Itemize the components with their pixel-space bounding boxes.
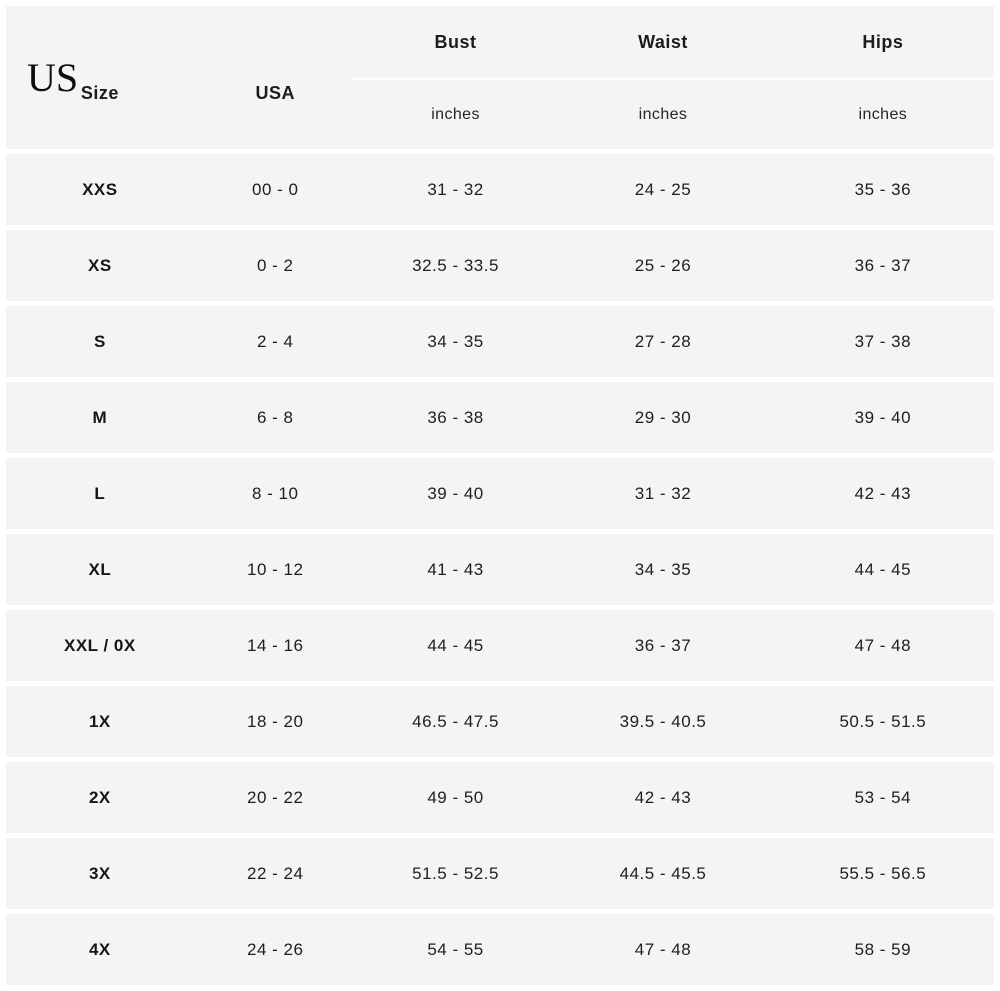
size-label: XXS xyxy=(82,179,118,199)
bust-range: 36 - 38 xyxy=(427,407,484,427)
hips-range: 39 - 40 xyxy=(854,407,912,427)
waist-range: 42 - 43 xyxy=(634,787,692,807)
bust-range: 34 - 35 xyxy=(427,331,484,351)
table-row: 1X 18 - 20 46.5 - 47.5 39.5 - 40.5 50.5 … xyxy=(6,686,994,757)
bust-range: 49 - 50 xyxy=(427,787,484,807)
bust-range: 32.5 - 33.5 xyxy=(412,255,499,275)
size-label: 1X xyxy=(88,711,111,731)
table-body: XXS 00 - 0 31 - 32 24 - 25 35 - 36 XS 0 … xyxy=(6,154,994,985)
size-label: XL xyxy=(88,559,112,579)
column-header-hips: Hips inches xyxy=(772,6,994,149)
usa-size-range: 14 - 16 xyxy=(247,635,304,655)
bust-range: 46.5 - 47.5 xyxy=(412,711,499,731)
header-divider xyxy=(351,77,994,80)
usa-size-range: 24 - 26 xyxy=(247,939,304,959)
bust-range: 41 - 43 xyxy=(427,559,484,579)
table-row: XS 0 - 2 32.5 - 33.5 25 - 26 36 - 37 xyxy=(6,230,994,301)
waist-range: 29 - 30 xyxy=(634,407,692,427)
size-label: 4X xyxy=(88,939,111,959)
usa-size-range: 8 - 10 xyxy=(251,483,299,503)
waist-range: 47 - 48 xyxy=(634,939,692,959)
size-label: L xyxy=(94,483,106,503)
hips-range: 58 - 59 xyxy=(854,939,912,959)
hips-unit-label: inches xyxy=(858,106,908,123)
hips-range: 37 - 38 xyxy=(854,331,912,351)
usa-size-range: 18 - 20 xyxy=(247,711,304,731)
waist-range: 27 - 28 xyxy=(634,331,692,351)
hips-range: 35 - 36 xyxy=(854,179,912,199)
usa-size-range: 2 - 4 xyxy=(256,331,294,351)
table-row: L 8 - 10 39 - 40 31 - 32 42 - 43 xyxy=(6,458,994,529)
bust-label: Bust xyxy=(434,32,477,52)
waist-label: Waist xyxy=(638,32,688,52)
size-label: XXL / 0X xyxy=(64,635,136,655)
column-header-waist: Waist inches xyxy=(554,6,771,149)
hips-range: 36 - 37 xyxy=(854,255,912,275)
hips-range: 47 - 48 xyxy=(854,635,912,655)
usa-size-range: 10 - 12 xyxy=(247,559,304,579)
table-row: 4X 24 - 26 54 - 55 47 - 48 58 - 59 xyxy=(6,914,994,985)
region-label-us: US xyxy=(27,55,79,100)
bust-unit-label: inches xyxy=(431,106,480,123)
size-label: M xyxy=(92,407,108,427)
column-header-usa: USA xyxy=(255,83,295,103)
hips-range: 44 - 45 xyxy=(854,559,912,579)
bust-range: 51.5 - 52.5 xyxy=(412,863,499,883)
usa-size-range: 6 - 8 xyxy=(256,407,294,427)
waist-range: 39.5 - 40.5 xyxy=(619,711,707,731)
waist-range: 44.5 - 45.5 xyxy=(619,863,707,883)
column-header-size: Size xyxy=(80,83,119,103)
bust-range: 39 - 40 xyxy=(427,483,484,503)
bust-range: 54 - 55 xyxy=(427,939,484,959)
waist-range: 36 - 37 xyxy=(634,635,692,655)
hips-range: 42 - 43 xyxy=(854,483,912,503)
usa-size-range: 22 - 24 xyxy=(247,863,304,883)
waist-range: 25 - 26 xyxy=(634,255,692,275)
usa-size-range: 00 - 0 xyxy=(251,179,299,199)
table-row: XXL / 0X 14 - 16 44 - 45 36 - 37 47 - 48 xyxy=(6,610,994,681)
size-label: 3X xyxy=(88,863,111,883)
waist-range: 34 - 35 xyxy=(634,559,692,579)
table-row: XL 10 - 12 41 - 43 34 - 35 44 - 45 xyxy=(6,534,994,605)
hips-range: 55.5 - 56.5 xyxy=(839,863,927,883)
usa-size-range: 20 - 22 xyxy=(247,787,304,807)
table-header: US Size USA Bust inches Waist inches Hip… xyxy=(6,6,994,149)
size-chart-content: US Size USA Bust inches Waist inches Hip… xyxy=(6,6,994,985)
table-row: 2X 20 - 22 49 - 50 42 - 43 53 - 54 xyxy=(6,762,994,833)
table-row: XXS 00 - 0 31 - 32 24 - 25 35 - 36 xyxy=(6,154,994,225)
usa-size-range: 0 - 2 xyxy=(256,255,294,275)
bust-range: 31 - 32 xyxy=(427,179,484,199)
table-row: S 2 - 4 34 - 35 27 - 28 37 - 38 xyxy=(6,306,994,377)
table-row: 3X 22 - 24 51.5 - 52.5 44.5 - 45.5 55.5 … xyxy=(6,838,994,909)
hips-label: Hips xyxy=(862,32,904,52)
waist-range: 24 - 25 xyxy=(634,179,692,199)
hips-range: 53 - 54 xyxy=(854,787,912,807)
table-row: M 6 - 8 36 - 38 29 - 30 39 - 40 xyxy=(6,382,994,453)
column-header-bust: Bust inches xyxy=(357,6,555,149)
size-label: XS xyxy=(88,255,112,275)
bust-range: 44 - 45 xyxy=(427,635,484,655)
waist-unit-label: inches xyxy=(638,106,688,123)
size-label: S xyxy=(93,331,106,351)
size-label: 2X xyxy=(88,787,111,807)
waist-range: 31 - 32 xyxy=(634,483,692,503)
hips-range: 50.5 - 51.5 xyxy=(839,711,927,731)
